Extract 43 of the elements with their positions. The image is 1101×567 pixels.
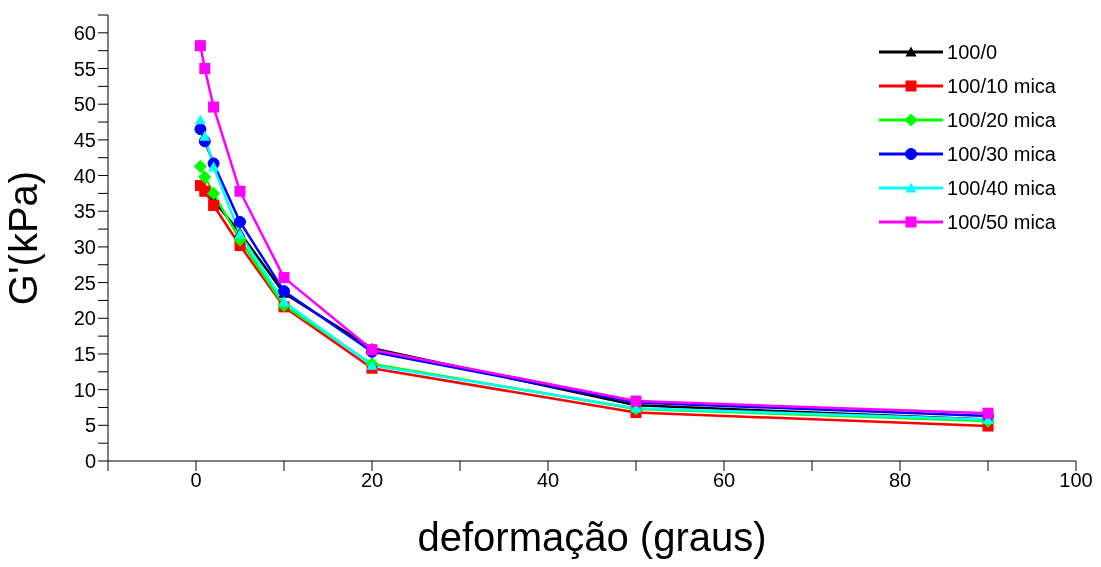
point xyxy=(278,296,290,307)
y-tick-label: 25 xyxy=(73,271,96,294)
point xyxy=(194,114,206,125)
x-tick-label: 80 xyxy=(888,469,912,492)
y-tick-label: 50 xyxy=(73,93,96,116)
point xyxy=(207,186,221,200)
legend-label: 100/50 mica xyxy=(947,210,1056,234)
x-tick-label: 0 xyxy=(190,469,202,492)
point xyxy=(199,130,211,141)
x-tick-label: 100 xyxy=(1059,469,1093,492)
point xyxy=(194,123,207,136)
point xyxy=(193,159,207,173)
y-tick-label: 60 xyxy=(73,21,96,44)
y-tick-label: 40 xyxy=(73,164,96,187)
y-tick-label: 10 xyxy=(73,378,96,401)
legend-label: 100/40 mica xyxy=(947,176,1056,200)
y-tick-label: 30 xyxy=(73,236,96,259)
point xyxy=(194,40,206,52)
point xyxy=(208,101,220,113)
point xyxy=(208,161,220,172)
point xyxy=(234,185,246,197)
legend-label: 100/0 xyxy=(947,40,998,64)
x-tick-label: 40 xyxy=(536,469,560,492)
y-tick-label: 45 xyxy=(73,128,96,151)
y-tick-label: 20 xyxy=(73,307,96,330)
legend-label: 100/30 mica xyxy=(947,142,1056,166)
y-tick-label: 55 xyxy=(73,57,96,80)
point xyxy=(199,63,211,75)
x-tick-label: 60 xyxy=(712,469,736,492)
y-axis-title: G'(kPa) xyxy=(1,170,46,306)
x-axis-title: deformação (graus) xyxy=(417,515,767,559)
point xyxy=(234,215,246,228)
y-tick-label: 0 xyxy=(84,450,96,473)
x-tick-label: 20 xyxy=(360,469,384,492)
point xyxy=(982,407,994,419)
y-tick-label: 5 xyxy=(84,414,96,437)
point xyxy=(198,170,212,184)
y-tick-label: 35 xyxy=(73,200,96,223)
legend-label: 100/10 mica xyxy=(947,74,1056,98)
point xyxy=(208,200,220,212)
point xyxy=(278,272,290,284)
legend-label: 100/20 mica xyxy=(947,108,1056,132)
y-tick-label: 15 xyxy=(73,343,96,366)
